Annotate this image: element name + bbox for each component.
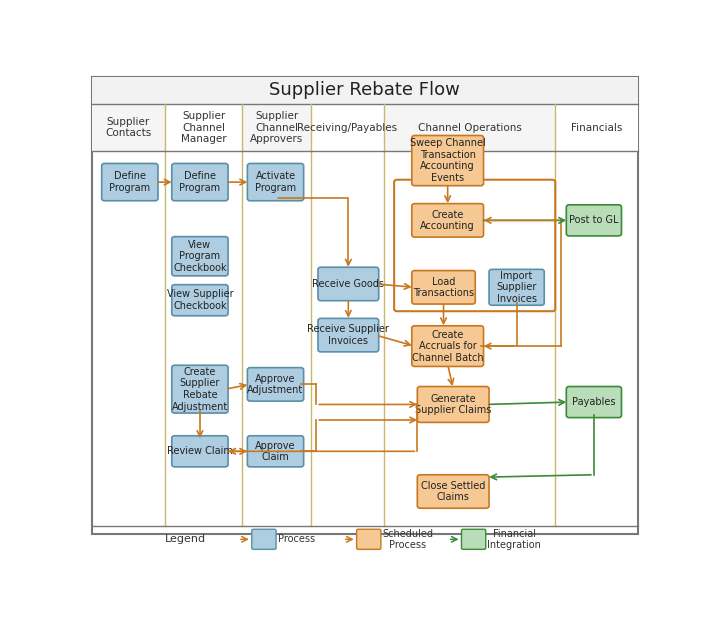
FancyBboxPatch shape bbox=[172, 436, 228, 467]
Text: Payables: Payables bbox=[572, 397, 616, 407]
FancyBboxPatch shape bbox=[165, 104, 242, 151]
FancyBboxPatch shape bbox=[242, 104, 311, 151]
FancyBboxPatch shape bbox=[384, 104, 555, 151]
Text: Receiving/Payables: Receiving/Payables bbox=[298, 122, 397, 133]
Text: Process: Process bbox=[278, 534, 315, 544]
Text: Legend: Legend bbox=[165, 534, 206, 544]
Text: View Supplier
Checkbook: View Supplier Checkbook bbox=[167, 289, 234, 311]
FancyBboxPatch shape bbox=[566, 386, 622, 417]
Text: Approve
Claim: Approve Claim bbox=[256, 440, 295, 462]
FancyBboxPatch shape bbox=[172, 163, 228, 201]
Text: Supplier
Channel
Manager: Supplier Channel Manager bbox=[181, 111, 226, 144]
FancyBboxPatch shape bbox=[489, 270, 544, 306]
FancyBboxPatch shape bbox=[412, 204, 483, 237]
FancyBboxPatch shape bbox=[417, 386, 489, 422]
Text: Generate
Supplier Claims: Generate Supplier Claims bbox=[415, 394, 491, 415]
Text: Supplier
Contacts: Supplier Contacts bbox=[105, 117, 152, 138]
FancyBboxPatch shape bbox=[247, 368, 303, 401]
FancyBboxPatch shape bbox=[247, 163, 303, 201]
FancyBboxPatch shape bbox=[311, 104, 384, 151]
Text: Post to GL: Post to GL bbox=[569, 215, 619, 225]
Text: Review Claim: Review Claim bbox=[167, 446, 233, 456]
FancyBboxPatch shape bbox=[102, 163, 158, 201]
FancyBboxPatch shape bbox=[357, 529, 381, 550]
Text: Close Settled
Claims: Close Settled Claims bbox=[421, 481, 486, 502]
Text: Create
Accounting: Create Accounting bbox=[420, 209, 475, 231]
Text: Load
Transactions: Load Transactions bbox=[413, 276, 474, 298]
Text: Supplier
Channel
Approvers: Supplier Channel Approvers bbox=[250, 111, 303, 144]
FancyBboxPatch shape bbox=[92, 104, 165, 151]
Text: Define
Program: Define Program bbox=[109, 171, 150, 193]
FancyBboxPatch shape bbox=[92, 77, 638, 533]
Text: Financial
Integration: Financial Integration bbox=[488, 528, 541, 550]
FancyBboxPatch shape bbox=[412, 271, 476, 304]
Text: Approve
Adjustment: Approve Adjustment bbox=[247, 374, 303, 395]
Text: View
Program
Checkbook: View Program Checkbook bbox=[173, 240, 226, 273]
FancyBboxPatch shape bbox=[566, 205, 622, 236]
Text: Financials: Financials bbox=[571, 122, 622, 133]
FancyBboxPatch shape bbox=[172, 237, 228, 276]
FancyBboxPatch shape bbox=[172, 365, 228, 413]
Text: Receive Goods: Receive Goods bbox=[313, 279, 384, 289]
FancyBboxPatch shape bbox=[252, 529, 276, 550]
FancyBboxPatch shape bbox=[461, 529, 486, 550]
FancyBboxPatch shape bbox=[318, 319, 379, 352]
FancyBboxPatch shape bbox=[247, 436, 303, 467]
FancyBboxPatch shape bbox=[555, 104, 638, 151]
Text: Import
Supplier
Invoices: Import Supplier Invoices bbox=[496, 271, 537, 304]
Text: Activate
Program: Activate Program bbox=[255, 171, 296, 193]
FancyBboxPatch shape bbox=[318, 267, 379, 301]
FancyBboxPatch shape bbox=[92, 77, 638, 104]
Text: Create
Accruals for
Channel Batch: Create Accruals for Channel Batch bbox=[412, 330, 483, 363]
Text: Define
Program: Define Program bbox=[179, 171, 221, 193]
Text: Create
Supplier
Rebate
Adjustment: Create Supplier Rebate Adjustment bbox=[172, 367, 228, 412]
FancyBboxPatch shape bbox=[412, 135, 483, 186]
FancyBboxPatch shape bbox=[172, 284, 228, 315]
Text: Supplier Rebate Flow: Supplier Rebate Flow bbox=[269, 81, 461, 99]
Text: Sweep Channel
Transaction
Accounting
Events: Sweep Channel Transaction Accounting Eve… bbox=[410, 138, 486, 183]
Text: Receive Supplier
Invoices: Receive Supplier Invoices bbox=[308, 324, 389, 346]
FancyBboxPatch shape bbox=[412, 326, 483, 366]
Text: Channel Operations: Channel Operations bbox=[418, 122, 522, 133]
Text: Scheduled
Process: Scheduled Process bbox=[382, 528, 434, 550]
FancyBboxPatch shape bbox=[417, 474, 489, 508]
